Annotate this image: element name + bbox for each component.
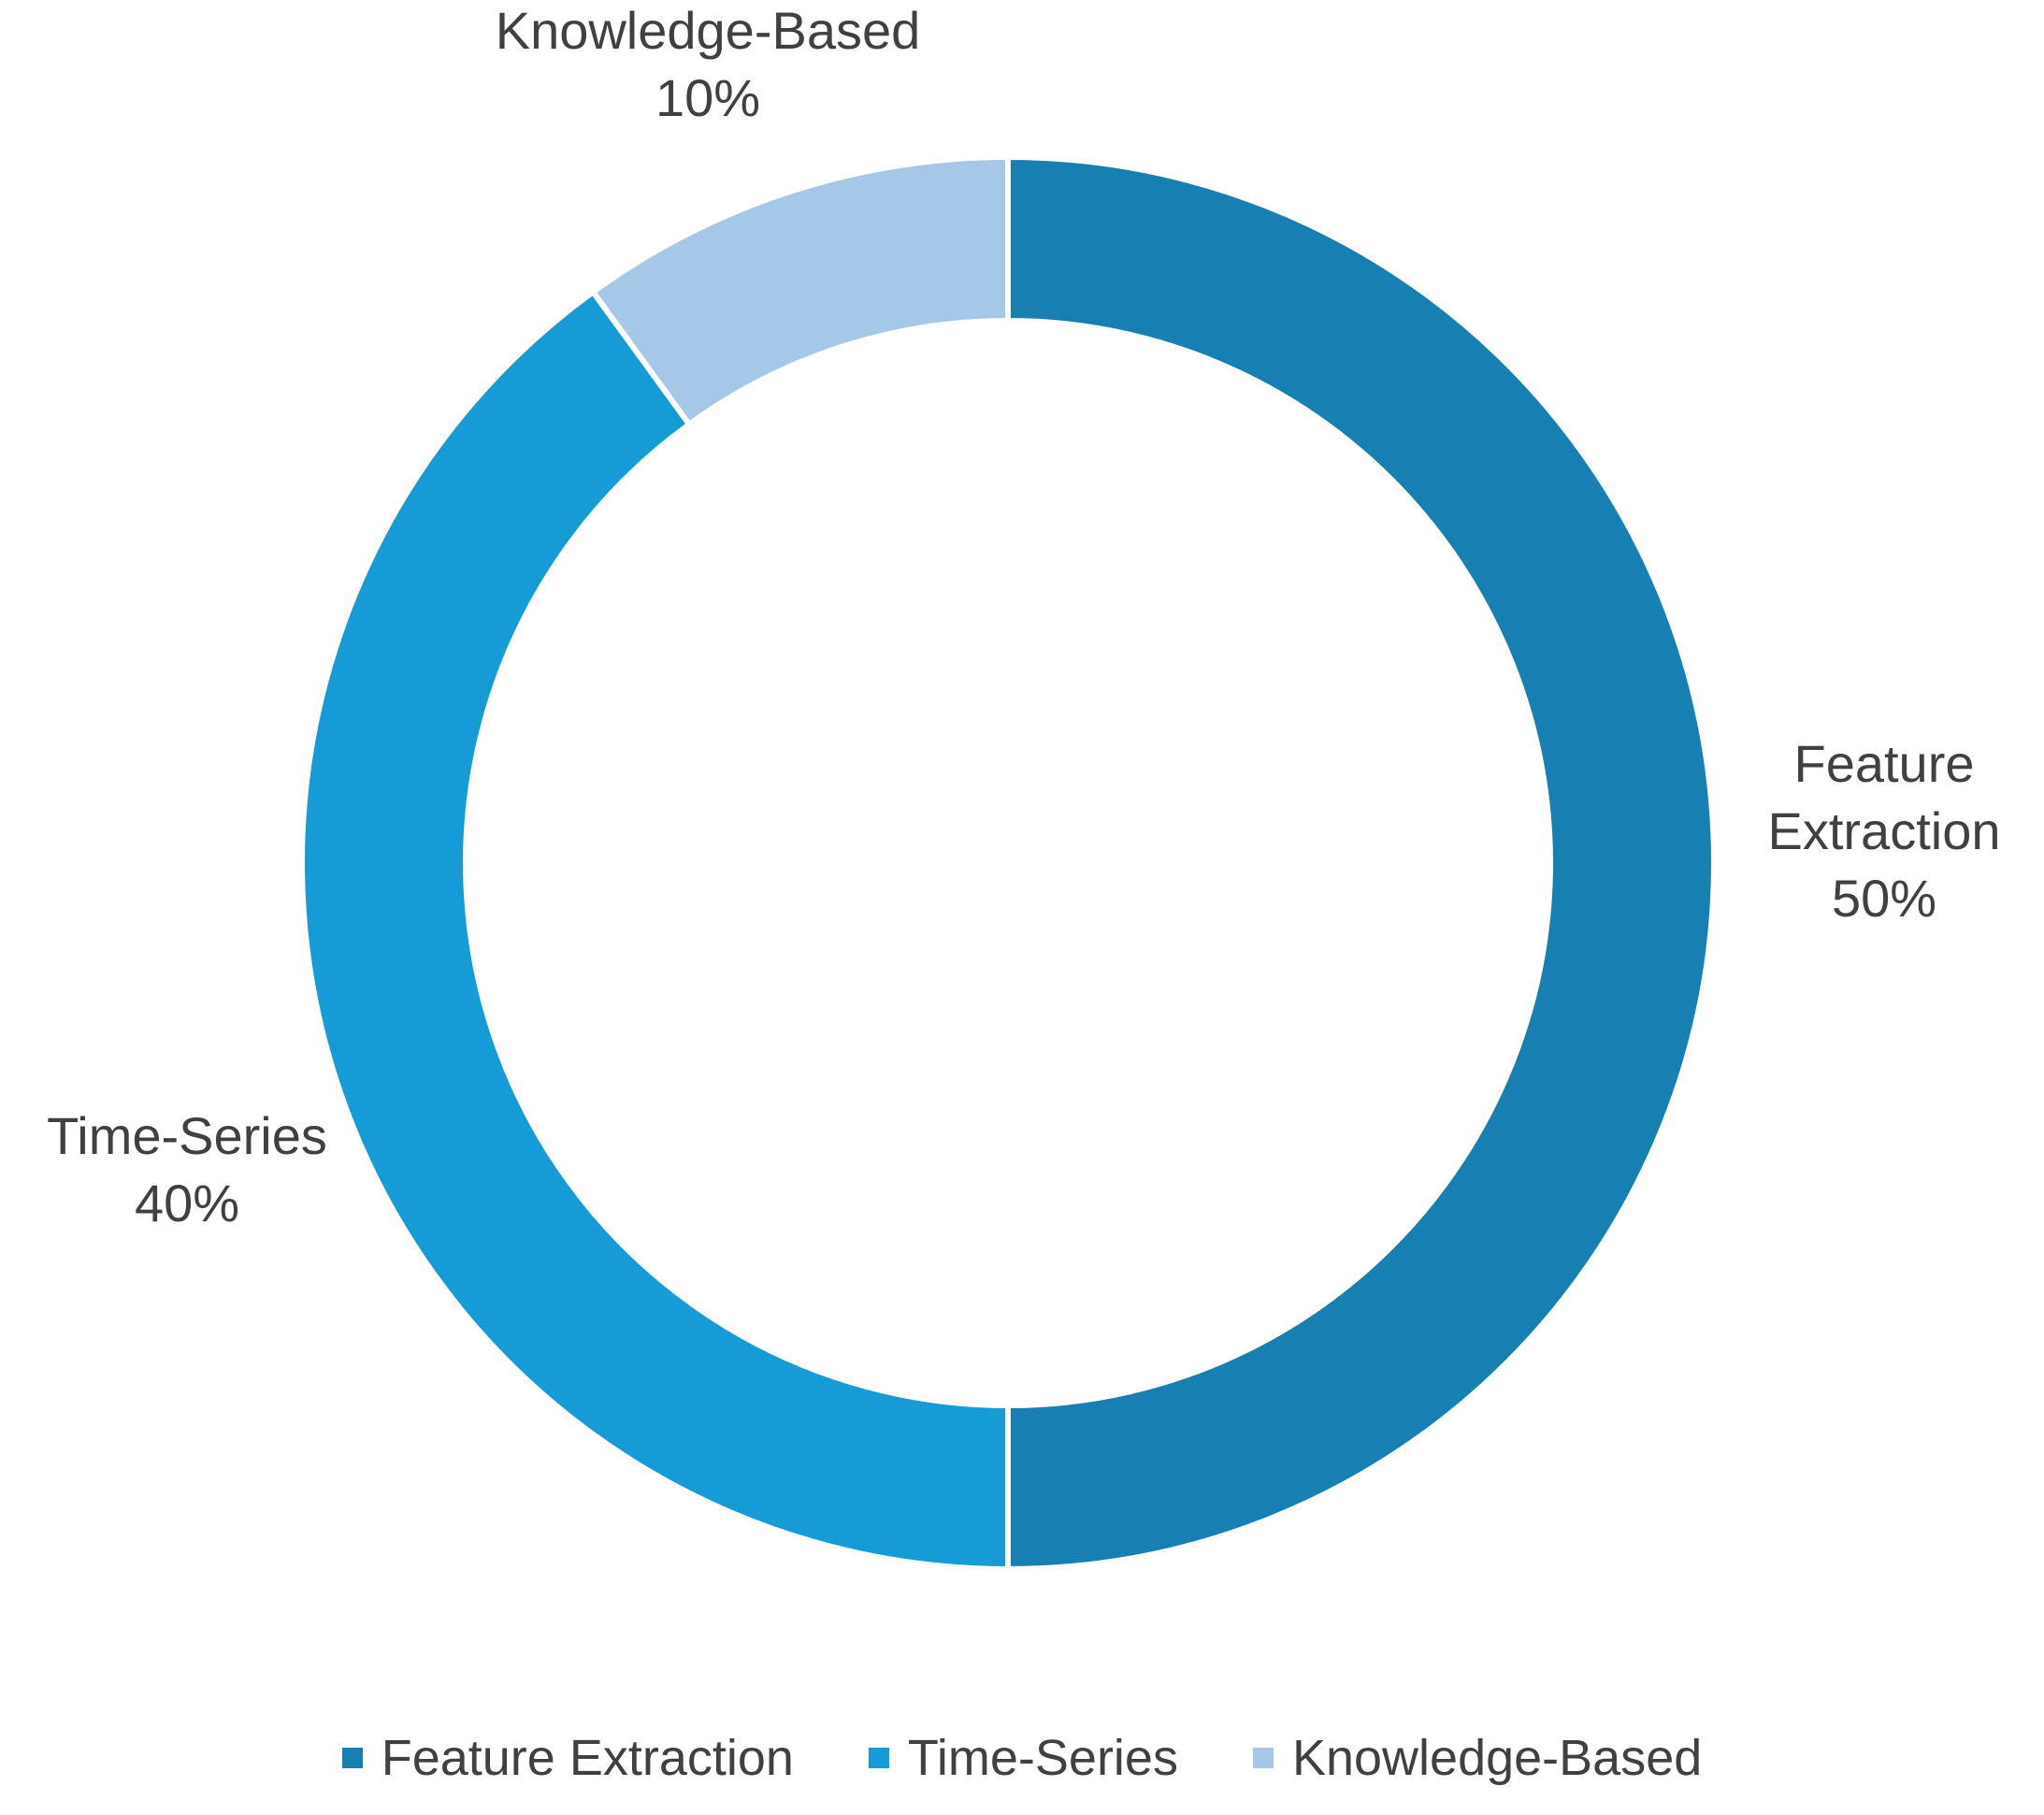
data-label-line: Knowledge-Based [496,1,921,60]
data-labels-group: Feature Extraction 50% Time-Series 40% Knowle… [47,1,2000,1232]
legend-swatch-feature-extraction [341,1748,363,1768]
slice-knowledge-based[interactable] [589,153,1011,428]
data-label-line: 50% [1832,869,1936,928]
slice-feature-extraction[interactable] [1005,153,1717,1573]
data-label-line: 10% [655,68,760,127]
legend-item-knowledge-based[interactable]: Knowledge-Based [1252,1729,1703,1787]
data-label-time-series: Time-Series 40% [47,1106,327,1232]
legend-swatch-knowledge-based [1252,1748,1274,1768]
data-label-line: Time-Series [47,1106,327,1165]
legend-item-time-series[interactable]: Time-Series [868,1729,1178,1787]
legend-swatch-time-series [868,1748,889,1768]
legend-label-knowledge-based: Knowledge-Based [1291,1730,1703,1786]
data-label-line: Extraction [1768,801,2001,860]
chart-legend: Feature Extraction Time-Series Knowledge… [0,1721,2044,1795]
data-label-line: 40% [135,1174,239,1232]
legend-label-feature-extraction: Feature Extraction [381,1730,794,1786]
legend-item-feature-extraction[interactable]: Feature Extraction [341,1729,794,1787]
legend-label-time-series: Time-Series [907,1730,1178,1786]
slices-group [299,153,1717,1573]
slice-time-series[interactable] [299,287,1011,1573]
data-label-knowledge-based: Knowledge-Based 10% [496,1,921,127]
data-label-feature-extraction: Feature Extraction 50% [1768,734,2001,928]
data-label-line: Feature [1794,734,1975,793]
